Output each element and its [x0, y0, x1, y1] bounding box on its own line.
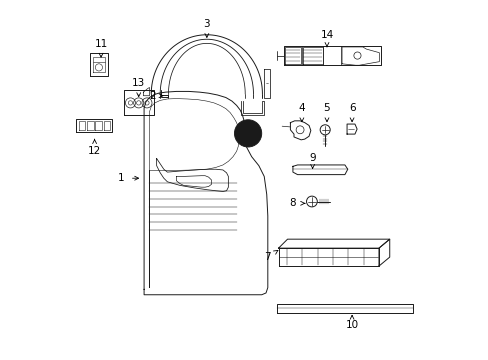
Text: 11: 11	[94, 39, 107, 49]
Text: 4: 4	[298, 103, 305, 113]
Text: 14: 14	[320, 30, 333, 40]
Text: 6: 6	[348, 103, 355, 113]
Text: 8: 8	[289, 198, 296, 208]
Text: 10: 10	[345, 320, 358, 330]
Text: 9: 9	[309, 153, 315, 163]
Text: 13: 13	[132, 78, 145, 88]
Circle shape	[234, 120, 261, 147]
Text: 2: 2	[149, 91, 156, 101]
Text: 12: 12	[88, 146, 101, 156]
Text: 1: 1	[117, 173, 124, 183]
Text: 3: 3	[203, 19, 210, 29]
Text: 7: 7	[264, 252, 270, 262]
Text: 5: 5	[323, 103, 329, 113]
